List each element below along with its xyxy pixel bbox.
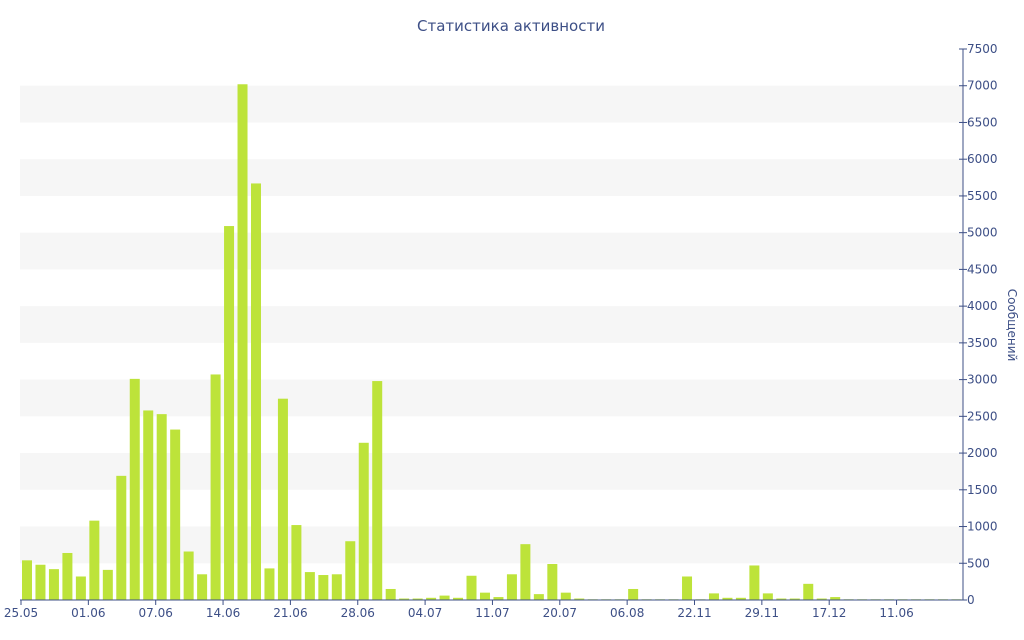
grid-band bbox=[20, 232, 963, 270]
x-tick-label: 17.12 bbox=[812, 606, 846, 620]
bar bbox=[628, 588, 639, 600]
bar bbox=[156, 414, 167, 600]
bar bbox=[520, 544, 531, 600]
bar bbox=[183, 551, 194, 600]
y-tick-label: 2500 bbox=[967, 409, 998, 423]
bar bbox=[479, 592, 490, 600]
x-tick-label: 22.11 bbox=[677, 606, 711, 620]
y-tick-label: 6000 bbox=[967, 152, 998, 166]
x-tick-label: 11.06 bbox=[879, 606, 913, 620]
bar bbox=[453, 597, 464, 600]
y-tick-label: 5500 bbox=[967, 189, 998, 203]
x-axis-ticks: 25.05 01.06 07.06 14.06 21.06 28.06 04.07 11.07… bbox=[4, 600, 914, 620]
bar bbox=[830, 597, 841, 600]
bar bbox=[762, 593, 773, 600]
grid-band bbox=[20, 159, 963, 196]
bar bbox=[533, 594, 544, 600]
bar bbox=[803, 583, 814, 600]
bar bbox=[89, 520, 100, 600]
bar bbox=[708, 593, 719, 600]
y-tick-label: 500 bbox=[967, 556, 990, 570]
x-tick-label: 21.06 bbox=[273, 606, 307, 620]
x-tick-label: 20.07 bbox=[543, 606, 577, 620]
bar bbox=[493, 597, 504, 600]
x-tick-label: 06.08 bbox=[610, 606, 644, 620]
bar bbox=[345, 541, 356, 600]
bar bbox=[102, 569, 113, 600]
bar bbox=[116, 475, 127, 600]
y-tick-label: 7000 bbox=[967, 79, 998, 93]
bar bbox=[304, 572, 315, 600]
bar bbox=[399, 598, 410, 600]
bar bbox=[35, 564, 46, 600]
bar bbox=[574, 598, 585, 600]
bar bbox=[224, 226, 235, 600]
y-tick-label: 7500 bbox=[967, 42, 998, 56]
x-tick-label: 07.06 bbox=[139, 606, 173, 620]
y-tick-label: 3000 bbox=[967, 373, 998, 387]
x-tick-label: 29.11 bbox=[745, 606, 779, 620]
bar bbox=[62, 552, 73, 600]
y-tick-label: 1500 bbox=[967, 483, 998, 497]
y-tick-label: 2000 bbox=[967, 446, 998, 460]
bar bbox=[210, 374, 221, 600]
x-tick-label: 01.06 bbox=[71, 606, 105, 620]
x-tick-label: 25.05 bbox=[4, 606, 38, 620]
bar bbox=[48, 569, 59, 600]
y-tick-label: 4000 bbox=[967, 299, 998, 313]
bar bbox=[250, 183, 261, 600]
bar bbox=[264, 568, 275, 600]
bar bbox=[331, 574, 342, 600]
y-tick-label: 1000 bbox=[967, 520, 998, 534]
bar bbox=[426, 597, 437, 600]
bar bbox=[682, 576, 693, 600]
bar bbox=[291, 525, 302, 600]
bar bbox=[439, 595, 450, 600]
y-tick-label: 4500 bbox=[967, 262, 998, 276]
bar bbox=[789, 598, 800, 600]
grid-band bbox=[20, 85, 963, 123]
bar bbox=[735, 597, 746, 600]
bar bbox=[412, 598, 423, 600]
bar bbox=[143, 410, 154, 600]
bar bbox=[560, 592, 571, 600]
grid-bands bbox=[20, 85, 963, 564]
x-tick-label: 28.06 bbox=[341, 606, 375, 620]
x-tick-label: 11.07 bbox=[475, 606, 509, 620]
bar bbox=[170, 429, 181, 600]
y-tick-label: 6500 bbox=[967, 115, 998, 129]
bar bbox=[749, 565, 760, 600]
grid-band bbox=[20, 306, 963, 343]
bar bbox=[197, 574, 208, 600]
bar bbox=[358, 442, 369, 600]
bar bbox=[466, 575, 477, 600]
chart-title: Статистика активности bbox=[417, 17, 605, 35]
bar bbox=[816, 598, 827, 600]
y-tick-label: 0 bbox=[967, 593, 975, 607]
bar bbox=[75, 576, 86, 600]
y-axis-label: Сообщений bbox=[1005, 289, 1019, 362]
bar bbox=[277, 398, 288, 600]
x-tick-label: 04.07 bbox=[408, 606, 442, 620]
bars bbox=[22, 84, 962, 601]
bar bbox=[547, 564, 558, 600]
bar bbox=[722, 597, 733, 600]
bar bbox=[506, 574, 517, 600]
bar bbox=[22, 560, 32, 600]
y-tick-label: 5000 bbox=[967, 226, 998, 240]
x-tick-label: 14.06 bbox=[206, 606, 240, 620]
y-tick-label: 3500 bbox=[967, 336, 998, 350]
bar bbox=[385, 588, 396, 600]
bar bbox=[776, 598, 787, 600]
bar bbox=[237, 84, 248, 601]
bar bbox=[318, 575, 329, 600]
y-axis-ticks: 0 500 1000 1500 2000 2500 3000 3500 4000 4500 5000… bbox=[959, 42, 998, 607]
bar bbox=[372, 381, 383, 600]
grid-band bbox=[20, 379, 963, 417]
bar bbox=[129, 378, 140, 600]
